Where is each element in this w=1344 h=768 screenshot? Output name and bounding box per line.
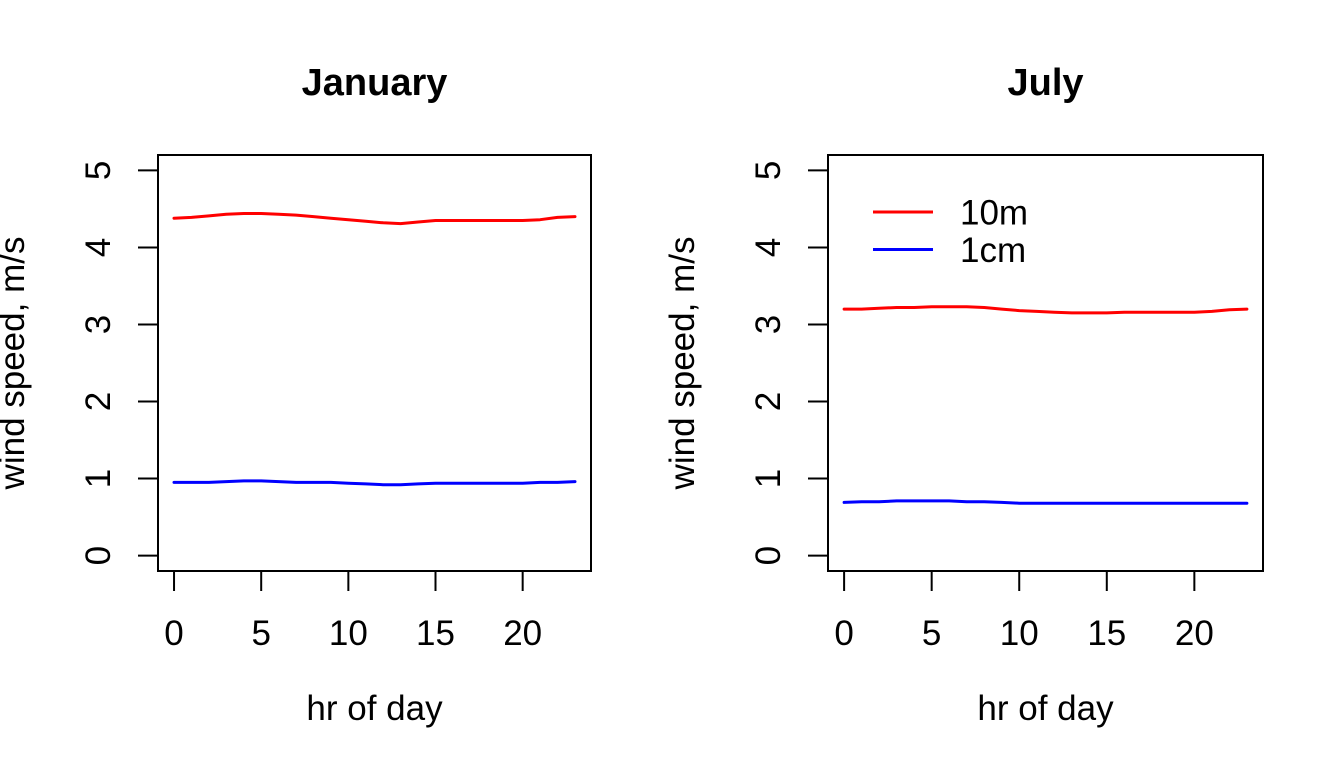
x-tick-label: 0 [834, 614, 853, 653]
series-line-10m [842, 305, 1249, 315]
y-tick-label: 5 [79, 161, 118, 180]
series-line-1cm [842, 499, 1249, 505]
legend-label-10m: 10m [960, 193, 1028, 232]
x-tick-label: 5 [922, 614, 941, 653]
x-tick-label: 20 [1175, 614, 1214, 653]
july-ylabel: wind speed, m/s [663, 237, 702, 491]
y-tick-label: 1 [79, 469, 118, 488]
january-xlabel: hr of day [306, 689, 443, 728]
january-lines [172, 212, 577, 487]
x-tick-label: 10 [329, 614, 368, 653]
july-axes: 0 5 10 15 20 0 1 2 3 4 5 [749, 154, 1264, 653]
january-title: January [302, 62, 448, 104]
y-tick-label: 5 [749, 161, 788, 180]
series-line-10m [172, 212, 577, 226]
x-tick-label: 15 [416, 614, 455, 653]
x-tick-label: 10 [1000, 614, 1039, 653]
january-axes: 0 5 10 15 20 0 1 2 3 4 5 [79, 154, 592, 653]
july-lines [842, 305, 1249, 505]
x-tick-label: 0 [164, 614, 183, 653]
y-tick-label: 3 [79, 315, 118, 334]
january-ylabel: wind speed, m/s [0, 237, 32, 491]
x-tick-label: 5 [251, 614, 270, 653]
y-tick-label: 3 [749, 315, 788, 334]
plot-box [157, 154, 592, 572]
y-tick-label: 2 [749, 392, 788, 411]
y-tick-label: 1 [749, 469, 788, 488]
legend-label-1cm: 1cm [960, 231, 1026, 270]
july-title: July [1007, 62, 1083, 104]
january-panel: January wind speed, m/s hr of day 0 5 10 15… [0, 62, 592, 728]
july-xlabel: hr of day [977, 689, 1114, 728]
y-tick-label: 2 [79, 392, 118, 411]
y-tick-label: 0 [749, 546, 788, 565]
july-panel: July wind speed, m/s hr of day 0 5 10 15 200… [663, 62, 1264, 728]
x-tick-label: 15 [1087, 614, 1126, 653]
plot-box [827, 154, 1264, 572]
series-line-1cm [172, 479, 577, 487]
y-tick-label: 4 [749, 238, 788, 257]
x-tick-label: 20 [503, 614, 542, 653]
y-tick-label: 4 [79, 238, 118, 257]
y-tick-label: 0 [79, 546, 118, 565]
